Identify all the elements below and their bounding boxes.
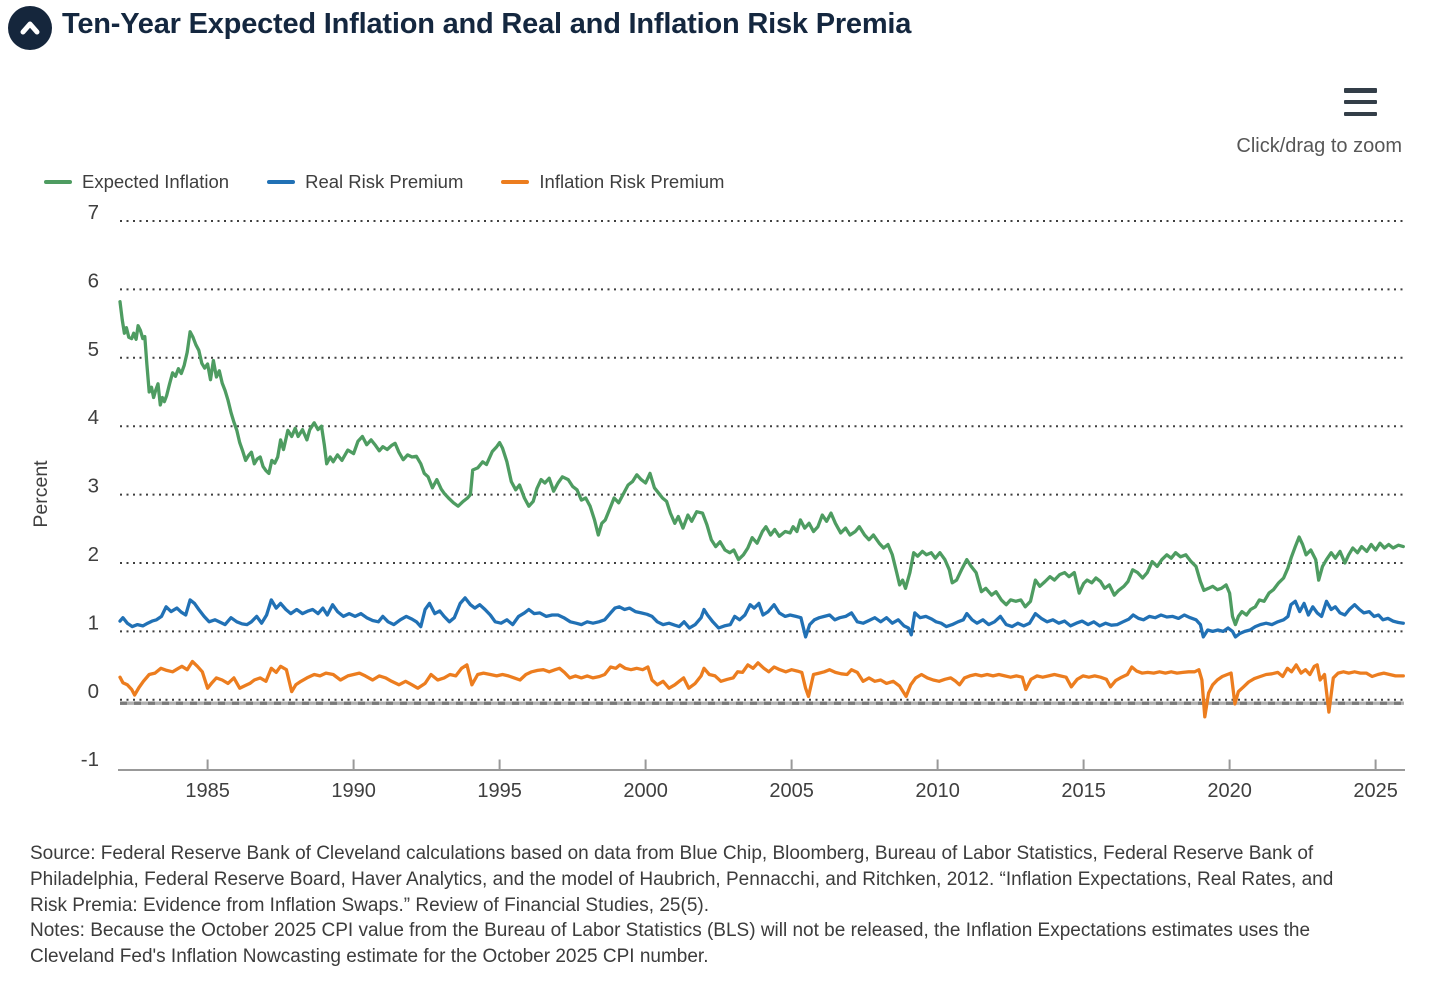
x-tick-label: 2010 (915, 780, 960, 802)
series-line-expected-inflation (118, 300, 1405, 627)
x-tick-label: 2000 (623, 780, 668, 802)
hamburger-icon (1344, 88, 1377, 93)
x-tick-label: 2005 (769, 780, 814, 802)
legend-label: Expected Inflation (82, 171, 230, 192)
x-tick-label: 1995 (477, 780, 522, 802)
legend-item-inflation-risk-premium[interactable]: Inflation Risk Premium (501, 171, 724, 193)
y-tick-label: 5 (88, 338, 99, 361)
y-tick-label: 7 (88, 201, 99, 224)
y-tick-label: 2 (88, 543, 99, 566)
x-tick-label: 2020 (1207, 780, 1252, 802)
y-tick-label: 3 (88, 475, 99, 498)
hamburger-icon (1344, 99, 1377, 105)
y-tick-label: 4 (88, 406, 99, 429)
chart-plot-area[interactable] (120, 200, 1404, 770)
legend-swatch-real-risk-premium (267, 180, 296, 184)
y-tick-label: -1 (81, 748, 99, 771)
legend-label: Real Risk Premium (305, 171, 464, 192)
y-tick-label: 6 (88, 269, 99, 292)
chart-menu-button[interactable] (1344, 88, 1380, 116)
y-tick-label: 1 (88, 611, 99, 634)
page-title: Ten-Year Expected Inflation and Real and… (62, 8, 912, 40)
zoom-hint-label: Click/drag to zoom (1236, 135, 1402, 157)
source-text: Source: Federal Reserve Bank of Clevelan… (30, 843, 1334, 916)
x-tick-label: 2025 (1353, 780, 1398, 802)
x-tick-label: 1985 (185, 780, 230, 802)
y-axis-title: Percent (30, 460, 52, 528)
legend-label: Inflation Risk Premium (539, 171, 725, 192)
chart-footer: Source: Federal Reserve Bank of Clevelan… (30, 841, 1370, 970)
legend-item-expected-inflation[interactable]: Expected Inflation (44, 171, 229, 193)
chevron-up-icon (20, 21, 40, 35)
legend-swatch-expected-inflation (44, 180, 72, 184)
legend-swatch-inflation-risk-premium (501, 180, 530, 184)
notes-text: Notes: Because the October 2025 CPI valu… (30, 920, 1311, 968)
x-tick-label: 1990 (331, 780, 376, 802)
y-axis-labels: 7 6 5 4 3 2 1 0 -1 (81, 201, 99, 771)
series-line-real-risk-premium (118, 596, 1405, 639)
series-line-inflation-risk-premium (118, 659, 1405, 719)
x-axis-ticks: 1985 1990 1995 2000 2005 2010 2015 2020 2025 (185, 759, 1398, 802)
hamburger-icon (1344, 111, 1377, 116)
chart-legend: Expected Inflation Real Risk Premium Infla… (44, 171, 724, 193)
y-tick-label: 0 (88, 680, 99, 703)
x-tick-label: 2015 (1061, 780, 1106, 802)
collapse-button[interactable] (8, 6, 52, 50)
legend-item-real-risk-premium[interactable]: Real Risk Premium (267, 171, 463, 193)
